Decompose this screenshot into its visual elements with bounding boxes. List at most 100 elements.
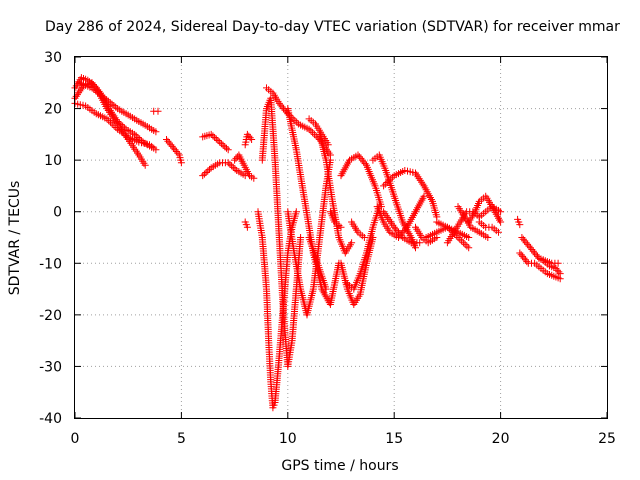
data-point <box>291 117 299 125</box>
chart-title: Day 286 of 2024, Sidereal Day-to-day VTE… <box>45 19 620 35</box>
series-arc-t <box>326 208 345 231</box>
data-point <box>388 173 396 181</box>
y-tick-label: -20 <box>39 308 62 324</box>
plot-frame <box>74 56 608 419</box>
series-arc-z <box>373 192 428 241</box>
y-tick-label: -10 <box>39 256 62 272</box>
data-point <box>105 117 113 125</box>
data-point <box>111 114 119 122</box>
data-point <box>465 234 473 241</box>
data-point <box>531 249 539 257</box>
data-point <box>553 266 561 274</box>
data-point <box>554 259 562 267</box>
data-point <box>108 120 116 128</box>
data-point <box>387 175 395 183</box>
data-point <box>292 208 300 216</box>
x-tick-label: 0 <box>71 431 80 447</box>
x-tick-label: 5 <box>177 431 186 447</box>
y-axis-label: SDTVAR / TECUs <box>7 181 23 296</box>
data-point <box>152 146 160 154</box>
data-point <box>105 105 113 113</box>
series-arc-r <box>305 234 330 293</box>
series-arc-u <box>337 234 377 308</box>
series-arc-am <box>516 249 545 272</box>
data-point <box>278 103 286 111</box>
data-point <box>228 162 236 170</box>
data-point <box>120 124 128 132</box>
data-point <box>392 225 400 233</box>
data-point <box>223 144 230 152</box>
data-point <box>461 240 469 248</box>
data-point <box>88 84 96 92</box>
data-point <box>383 179 391 186</box>
data-point <box>172 148 180 155</box>
data-point <box>224 146 232 154</box>
data-point <box>293 118 301 126</box>
data-point <box>204 167 212 175</box>
series-arc-y <box>369 151 419 252</box>
data-point <box>521 237 529 245</box>
data-point <box>416 239 424 247</box>
data-point <box>297 234 305 241</box>
data-point <box>445 225 453 233</box>
data-point <box>354 151 362 159</box>
data-point <box>415 175 423 183</box>
data-point <box>114 118 122 125</box>
data-point <box>171 146 179 154</box>
data-point <box>246 134 254 142</box>
y-tick-label: -40 <box>39 411 62 427</box>
data-point <box>556 275 564 283</box>
y-tick-label: 20 <box>44 102 62 118</box>
data-point <box>229 163 237 171</box>
data-point <box>72 92 80 100</box>
data-point <box>164 137 172 145</box>
data-point <box>420 192 428 200</box>
data-point <box>217 140 225 148</box>
series-arc-i <box>231 151 258 182</box>
data-point <box>174 149 182 157</box>
data-point <box>177 159 185 167</box>
data-point <box>99 93 107 101</box>
data-point <box>117 121 125 129</box>
data-point <box>248 136 256 143</box>
data-point <box>456 235 464 243</box>
series-arc-j <box>241 130 256 149</box>
y-tick-label: 0 <box>53 205 62 221</box>
series-arc-ag <box>454 203 492 241</box>
series-arc-ak <box>514 215 524 229</box>
data-point <box>250 174 258 182</box>
data-point <box>360 234 368 241</box>
data-point <box>416 176 424 184</box>
data-point <box>400 227 408 235</box>
data-point <box>202 169 210 176</box>
series-arc-ab <box>380 208 424 247</box>
data-point <box>243 223 251 231</box>
data-point <box>443 223 451 231</box>
data-point <box>361 160 369 168</box>
data-point <box>322 285 330 293</box>
series-arc-ao <box>537 264 564 283</box>
y-tick-label: -30 <box>39 359 62 375</box>
series-arc-h <box>199 130 232 154</box>
data-point <box>516 221 524 229</box>
data-point <box>380 182 388 190</box>
data-point <box>355 153 363 161</box>
series-arc-p <box>284 105 343 308</box>
data-point <box>152 128 160 136</box>
data-point <box>207 130 215 138</box>
data-point <box>413 171 421 179</box>
data-point <box>216 138 224 146</box>
data-point <box>337 223 345 231</box>
data-point <box>393 227 401 235</box>
data-point <box>412 244 419 252</box>
data-point <box>75 89 83 97</box>
series-arc-g <box>199 159 249 180</box>
data-point <box>154 107 162 115</box>
data-point <box>497 218 505 226</box>
data-point <box>214 137 222 144</box>
x-tick-label: 20 <box>492 431 510 447</box>
data-point <box>497 208 505 216</box>
data-point <box>141 161 149 169</box>
data-point <box>92 87 100 95</box>
data-point <box>199 172 207 180</box>
